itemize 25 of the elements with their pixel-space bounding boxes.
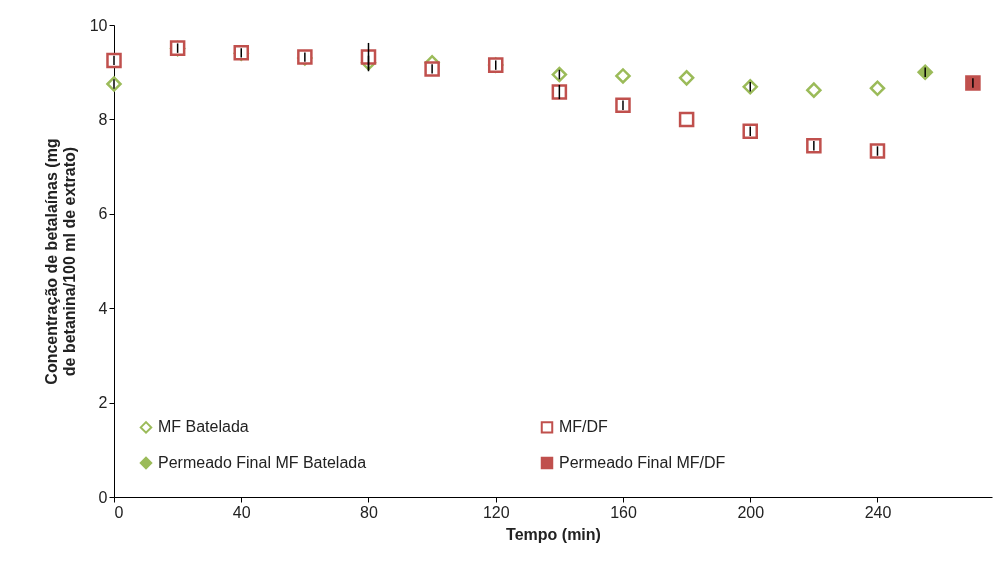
x-tick-label: 200 [737, 503, 765, 521]
y-tick-label: 8 [98, 110, 108, 128]
legend-label: MF Batelada [158, 418, 249, 436]
y-tick-label: 10 [89, 16, 108, 34]
legend-label: MF/DF [559, 418, 609, 436]
x-tick-label: 80 [360, 503, 378, 521]
legend-label: Permeado Final MF Batelada [158, 454, 367, 471]
point [806, 82, 822, 98]
x-tick-label: 120 [482, 503, 510, 521]
point [551, 84, 568, 100]
x-tick-label: 40 [232, 503, 251, 521]
y-tick-label: 6 [98, 205, 108, 223]
y-tick-label: 2 [98, 394, 108, 412]
y-tick-label: 0 [98, 488, 108, 506]
y-tick-label: 4 [98, 299, 108, 317]
x-axis-title: Tempo (min) [506, 525, 601, 543]
point [678, 111, 695, 128]
point [615, 68, 631, 84]
point [869, 80, 886, 97]
x-tick-label: 160 [610, 503, 637, 521]
legend-label: Permeado Final MF/DF [559, 454, 726, 471]
x-tick-label: 240 [864, 503, 892, 521]
point [678, 70, 695, 86]
y-axis-title: Concentração de betalaínas (mg de betanina/100 ml de extrato) [42, 138, 78, 385]
x-tick-label: 0 [114, 503, 124, 521]
